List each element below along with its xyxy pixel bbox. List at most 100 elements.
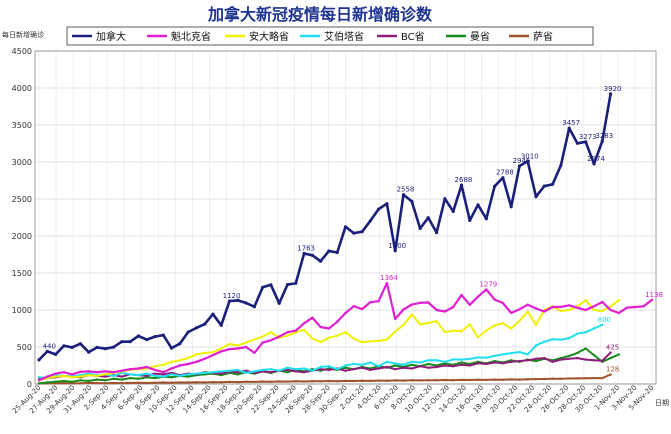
series-point-1	[95, 371, 99, 374]
series-point-5	[62, 379, 66, 383]
series-point-3	[360, 363, 364, 366]
series-point-2	[385, 338, 389, 341]
series-point-2	[394, 330, 397, 333]
series-point-3	[269, 368, 273, 371]
series-point-2	[344, 331, 347, 334]
series-point-4	[410, 367, 413, 370]
series-point-0	[62, 344, 66, 348]
series-point-6	[609, 373, 612, 376]
series-point-1	[153, 368, 157, 372]
series-point-2	[244, 341, 248, 344]
series-point-1	[344, 311, 347, 315]
series-point-3	[162, 375, 165, 378]
series-point-0	[120, 340, 124, 344]
series-point-1	[37, 379, 41, 382]
series-point-1	[294, 329, 297, 332]
data-label: 3283	[595, 132, 613, 140]
series-point-3	[568, 336, 571, 340]
series-point-0	[269, 283, 273, 287]
series-point-1	[518, 308, 521, 311]
series-point-6	[352, 379, 355, 383]
series-point-4	[510, 360, 513, 363]
series-point-1	[128, 368, 132, 371]
series-point-0	[418, 226, 422, 230]
series-point-2	[170, 360, 173, 363]
series-point-3	[543, 340, 546, 343]
series-point-1	[543, 310, 546, 313]
series-point-0	[194, 326, 198, 330]
series-point-2	[427, 321, 430, 325]
legend-label-5: 曼省	[470, 30, 490, 43]
series-point-4	[559, 358, 563, 361]
series-point-3	[402, 363, 405, 366]
series-point-0	[145, 338, 149, 342]
series-point-1	[418, 301, 422, 304]
series-point-0	[103, 347, 107, 351]
legend-box	[66, 26, 594, 46]
series-point-0	[327, 249, 331, 253]
series-point-0	[559, 163, 563, 167]
series-point-0	[45, 349, 49, 353]
series-point-4	[302, 371, 306, 374]
series-point-0	[410, 199, 414, 203]
series-point-2	[534, 323, 538, 326]
series-point-3	[501, 353, 505, 356]
series-point-4	[244, 369, 248, 372]
series-point-4	[269, 371, 273, 374]
series-point-0	[161, 333, 165, 337]
series-point-1	[46, 375, 49, 378]
series-point-6	[220, 381, 223, 384]
data-label: 2558	[397, 186, 415, 194]
series-point-4	[592, 359, 596, 362]
series-point-4	[104, 375, 107, 378]
series-point-1	[203, 357, 206, 360]
series-point-2	[261, 335, 264, 338]
series-point-4	[427, 366, 430, 369]
series-point-0	[459, 183, 464, 187]
series-point-0	[244, 301, 248, 305]
series-point-5	[46, 381, 49, 384]
data-label: 3457	[562, 119, 580, 127]
series-point-4	[153, 372, 157, 375]
series-point-5	[54, 380, 57, 383]
series-point-1	[601, 300, 604, 304]
series-point-0	[95, 345, 99, 349]
y-axis-label: 每日新增确诊	[2, 30, 44, 39]
series-point-5	[128, 376, 132, 380]
series-point-5	[236, 373, 239, 376]
series-point-4	[220, 372, 223, 375]
series-point-4	[327, 368, 331, 372]
series-point-0	[377, 207, 381, 211]
series-point-1	[236, 347, 239, 350]
series-point-1	[510, 311, 513, 315]
series-point-2	[220, 347, 223, 350]
series-point-6	[394, 379, 397, 382]
series-point-4	[162, 373, 165, 376]
series-point-0	[609, 92, 613, 96]
series-point-0	[54, 352, 58, 356]
series-point-4	[501, 362, 505, 365]
series-point-2	[418, 323, 422, 326]
data-label: 2974	[587, 155, 605, 163]
series-point-0	[352, 231, 356, 235]
grid	[35, 50, 656, 385]
series-point-5	[137, 377, 140, 380]
series-point-6	[178, 381, 181, 384]
series-point-6	[253, 380, 256, 384]
series-point-2	[162, 363, 165, 366]
series-point-1	[559, 305, 563, 309]
data-label: 1138	[645, 291, 663, 299]
series-point-3	[551, 338, 554, 341]
series-point-0	[252, 305, 256, 309]
series-point-1	[642, 305, 645, 308]
series-point-4	[526, 359, 529, 362]
series-point-0	[78, 342, 82, 346]
series-point-6	[261, 380, 264, 383]
series-point-3	[228, 369, 231, 372]
series-point-4	[377, 367, 380, 370]
series-point-2	[319, 340, 322, 344]
series-point-2	[195, 353, 198, 356]
series-point-6	[95, 381, 99, 385]
